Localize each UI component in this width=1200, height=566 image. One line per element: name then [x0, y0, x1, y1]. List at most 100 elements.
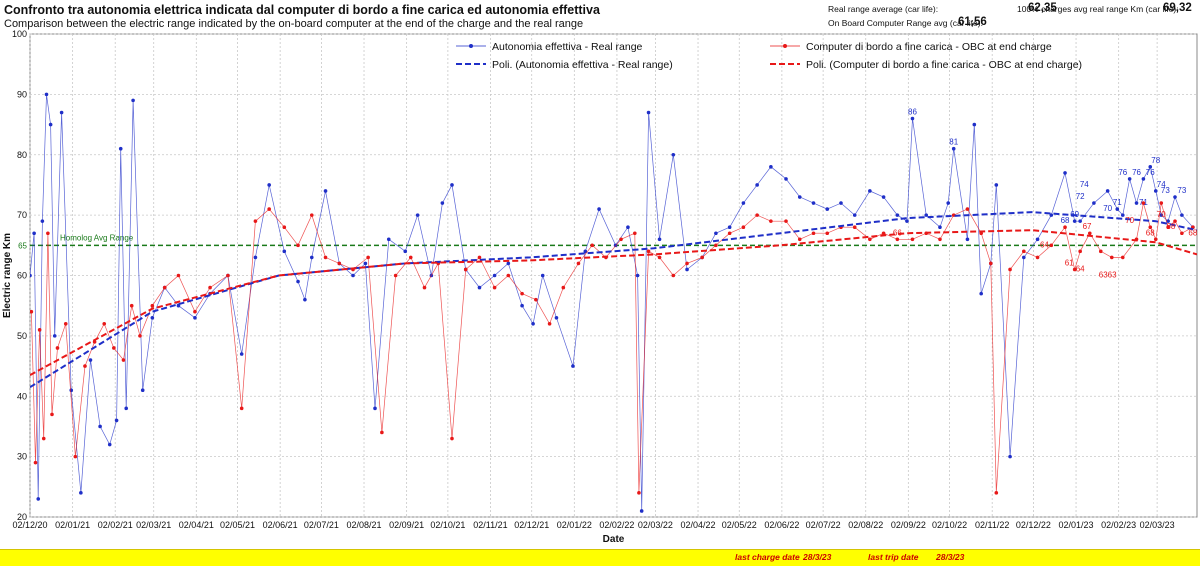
x-tick-label: 02/06/21: [263, 520, 298, 530]
real-range-point: [1141, 177, 1146, 181]
real-range-point: [852, 213, 857, 217]
full-charge-value: 69,32: [1163, 2, 1192, 14]
real-range-point: [88, 358, 93, 362]
obc-avg-label: On Board Computer Range avg (car life):: [828, 18, 983, 28]
data-label: 71: [1113, 198, 1122, 207]
real-range-point: [839, 201, 843, 205]
real-range-point: [554, 315, 559, 320]
obc-point: [1180, 231, 1184, 236]
obc-point: [408, 255, 413, 260]
obc-point: [1109, 255, 1114, 260]
x-tick-label: 02/12/22: [1016, 520, 1051, 530]
y-tick-label: 70: [17, 210, 27, 220]
data-label: 70: [1157, 210, 1166, 219]
x-tick-label: 02/10/22: [932, 520, 967, 530]
obc-point: [193, 309, 197, 314]
x-tick-label: 02/06/22: [764, 520, 799, 530]
legend-marker: [783, 44, 787, 48]
obc-point: [1049, 243, 1054, 248]
obc-point: [868, 237, 872, 242]
footer-bar: last charge date 28/3/23 last trip date …: [0, 549, 1200, 566]
obc-point: [450, 436, 454, 441]
data-label: 78: [1151, 156, 1160, 165]
real-range-point: [253, 255, 258, 260]
real-range-point: [1022, 255, 1026, 260]
obc-point: [685, 261, 689, 266]
real-range-point: [946, 201, 951, 205]
real-range-point: [531, 322, 535, 326]
real-range-point: [784, 177, 788, 181]
real-range-point: [98, 424, 102, 429]
x-tick-label: 02/09/22: [891, 520, 926, 530]
obc-point: [755, 213, 759, 217]
real-range-point: [910, 116, 915, 121]
x-tick-label: 02/02/21: [98, 520, 133, 530]
real-range-point: [52, 334, 57, 338]
obc-point: [1035, 255, 1040, 260]
real-range-point: [373, 406, 377, 411]
y-tick-label: 20: [17, 512, 27, 522]
obc-point: [965, 207, 970, 211]
real-range-point: [107, 442, 112, 447]
real-range-point: [741, 201, 746, 205]
data-label: 6363: [1099, 271, 1117, 280]
data-label: 68: [1166, 222, 1175, 231]
chart-title: Confronto tra autonomia elettrica indica…: [4, 3, 600, 17]
real-range-point: [951, 146, 956, 151]
obc-point: [323, 255, 328, 260]
obc-point: [253, 219, 258, 223]
obc-point: [769, 219, 773, 223]
full-charge-stat: 100% charges avg real range Km (car life…: [1017, 2, 1192, 14]
real-range-point: [69, 388, 74, 393]
obc-point: [380, 430, 384, 435]
obc-point: [657, 255, 662, 260]
real-range-point: [755, 183, 759, 187]
real-range-point: [506, 261, 511, 266]
obc-point: [267, 207, 271, 211]
real-range-point: [1134, 201, 1139, 205]
y-tick-label: 80: [17, 150, 27, 160]
x-tick-label: 02/01/21: [55, 520, 90, 530]
y-tick-label: 60: [17, 271, 27, 281]
real-range-point: [140, 388, 145, 393]
real-range-point: [972, 122, 977, 127]
real-range-point: [1063, 171, 1067, 175]
real-range-point: [671, 152, 676, 157]
y-tick-label: 50: [17, 331, 27, 341]
y-tick-label: 90: [17, 89, 27, 99]
real-range-point: [540, 273, 545, 278]
obc-point: [30, 309, 34, 314]
real-range-point: [994, 183, 999, 187]
real-avg-value: 62,35: [1028, 2, 1057, 14]
real-range-point: [639, 509, 644, 513]
real-range-point: [1078, 219, 1082, 223]
obc-point: [463, 267, 468, 272]
obc-point: [50, 412, 54, 417]
obc-point: [73, 454, 78, 459]
data-label: 67: [1083, 222, 1092, 231]
x-tick-label: 02/01/23: [1059, 520, 1094, 530]
obc-point: [714, 243, 718, 248]
real-range-point: [440, 201, 445, 205]
data-label: 70: [1103, 204, 1112, 213]
obc-point: [37, 328, 42, 332]
obc-point: [825, 231, 830, 236]
real-range-point: [363, 261, 368, 266]
real-range-point: [685, 267, 689, 272]
obc-point: [337, 261, 342, 266]
real-range-point: [59, 110, 64, 115]
real-range-point: [32, 231, 36, 236]
obc-point: [619, 237, 623, 242]
real-range-point: [825, 207, 830, 211]
real-range-point: [114, 418, 119, 423]
real-range-point: [403, 249, 408, 254]
last-trip-value: 28/3/23: [936, 552, 965, 562]
real-range-point: [646, 110, 651, 115]
real-range-point: [1148, 165, 1153, 169]
obc-point: [637, 491, 641, 495]
y-axis-label: Electric range Km: [2, 233, 13, 318]
data-label: 73: [1177, 186, 1186, 195]
obc-point: [422, 285, 427, 290]
x-tick-label: 02/04/21: [179, 520, 214, 530]
obc-point: [393, 273, 398, 278]
